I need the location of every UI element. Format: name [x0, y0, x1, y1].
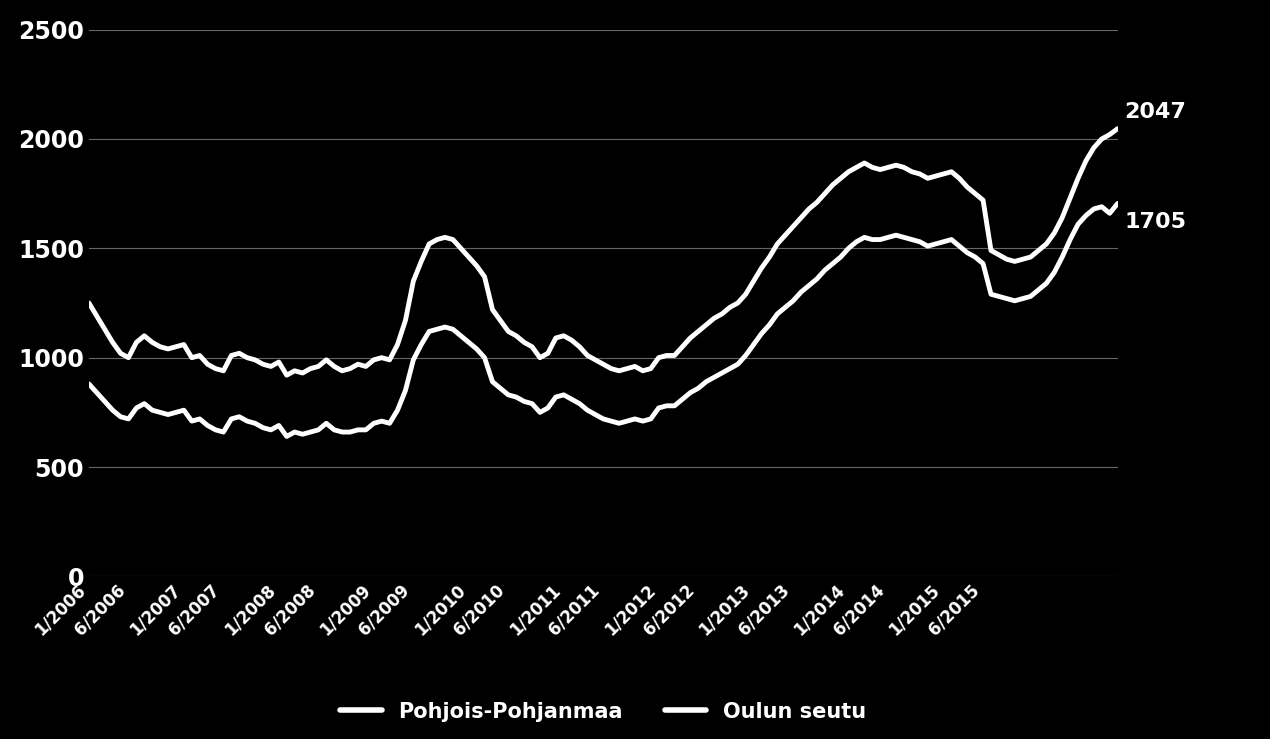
Oulun seutu	[121, 415, 136, 423]
Oulun seutu	[81, 380, 97, 389]
Oulun seutu	[674, 395, 690, 403]
Text: 2047: 2047	[1124, 101, 1186, 121]
Pohjois-Pohjanmaa	[1110, 124, 1125, 133]
Pohjois-Pohjanmaa	[674, 342, 690, 351]
Text: 1705: 1705	[1124, 212, 1186, 233]
Pohjois-Pohjanmaa	[889, 161, 904, 170]
Pohjois-Pohjanmaa	[730, 299, 745, 307]
Pohjois-Pohjanmaa	[263, 362, 278, 371]
Oulun seutu	[1110, 199, 1125, 208]
Pohjois-Pohjanmaa	[279, 371, 295, 380]
Legend: Pohjois-Pohjanmaa, Oulun seutu: Pohjois-Pohjanmaa, Oulun seutu	[331, 693, 875, 730]
Pohjois-Pohjanmaa	[121, 353, 136, 362]
Oulun seutu	[263, 426, 278, 435]
Pohjois-Pohjanmaa	[81, 299, 97, 307]
Oulun seutu	[848, 237, 864, 246]
Oulun seutu	[730, 360, 745, 369]
Oulun seutu	[279, 432, 295, 441]
Oulun seutu	[889, 231, 904, 239]
Line: Oulun seutu: Oulun seutu	[89, 203, 1118, 437]
Pohjois-Pohjanmaa	[848, 163, 864, 171]
Line: Pohjois-Pohjanmaa: Pohjois-Pohjanmaa	[89, 129, 1118, 375]
